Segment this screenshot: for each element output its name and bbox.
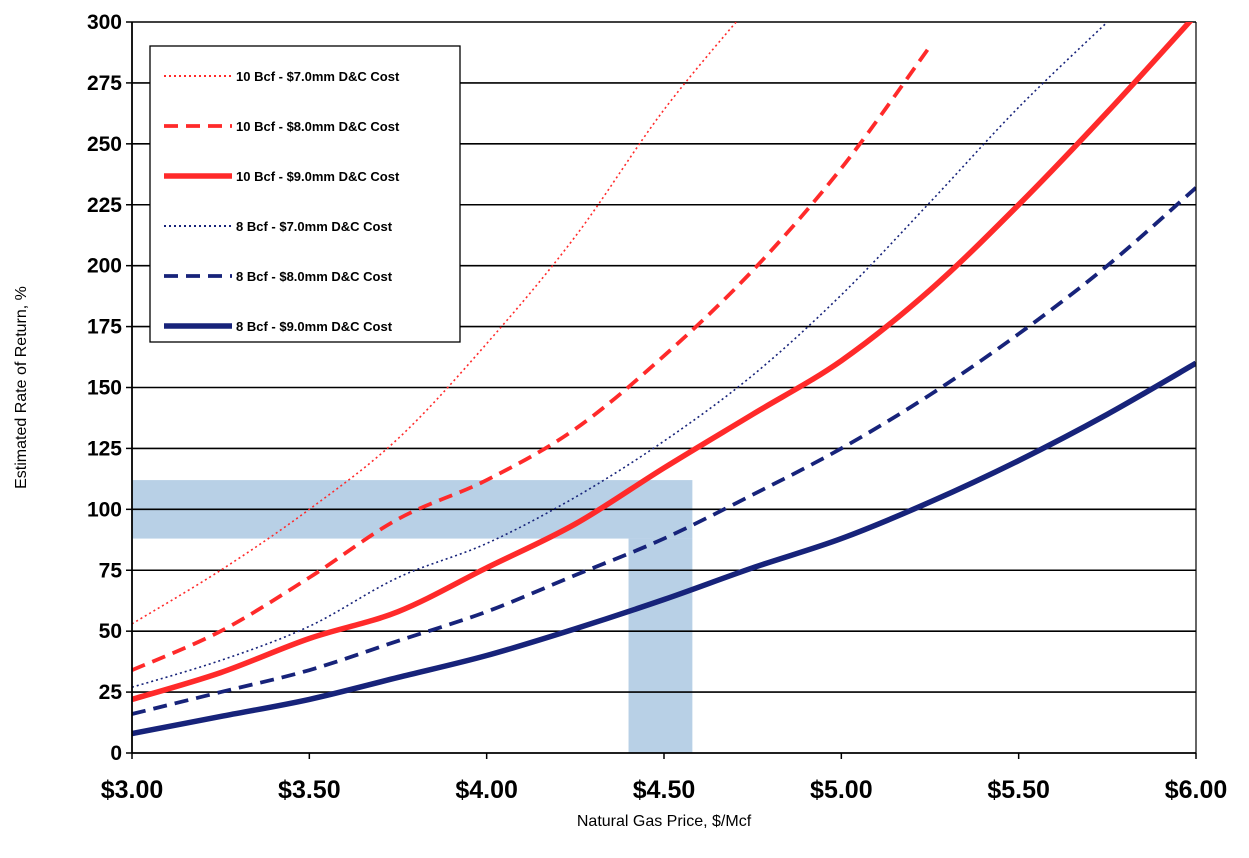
legend-label: 8 Bcf - $9.0mm D&C Cost: [236, 319, 393, 334]
y-tick-label: 250: [87, 133, 122, 156]
y-tick-label: 150: [87, 377, 122, 400]
series-line-3: [132, 22, 1108, 688]
x-tick-label: $4.50: [633, 776, 696, 804]
y-tick-label: 25: [99, 681, 123, 704]
y-tick-label: 125: [87, 437, 122, 460]
highlight-band-vertical: [628, 538, 693, 753]
x-tick-label: $6.00: [1165, 776, 1228, 804]
legend-label: 8 Bcf - $7.0mm D&C Cost: [236, 219, 393, 234]
series-line-2: [132, 22, 1194, 703]
y-tick-label: 0: [110, 742, 122, 765]
y-tick-label: 275: [87, 72, 122, 95]
y-tick-label: 300: [87, 11, 122, 34]
x-tick-label: $3.00: [101, 776, 164, 804]
legend-label: 8 Bcf - $8.0mm D&C Cost: [236, 269, 393, 284]
x-axis-title: Natural Gas Price, $/Mcf: [577, 813, 752, 830]
y-tick-label: 75: [99, 559, 123, 582]
x-tick-label: $5.00: [810, 776, 873, 804]
series-line-4: [132, 186, 1196, 716]
legend-label: 10 Bcf - $9.0mm D&C Cost: [236, 169, 400, 184]
series-line-5: [132, 360, 1196, 737]
series-line-1: [132, 45, 932, 672]
legend-label: 10 Bcf - $7.0mm D&C Cost: [236, 69, 400, 84]
x-tick-label: $3.50: [278, 776, 341, 804]
y-tick-label: 200: [87, 255, 122, 278]
y-tick-label: 225: [87, 194, 122, 217]
y-tick-label: 100: [87, 498, 122, 521]
y-axis-title: Estimated Rate of Return, %: [13, 286, 30, 489]
legend-label: 10 Bcf - $8.0mm D&C Cost: [236, 119, 400, 134]
legend-box: [149, 45, 461, 343]
series-line-0: [132, 22, 738, 625]
y-tick-label: 50: [99, 620, 122, 643]
y-tick-label: 175: [87, 316, 122, 339]
x-tick-label: $5.50: [987, 776, 1050, 804]
x-tick-label: $4.00: [455, 776, 518, 804]
